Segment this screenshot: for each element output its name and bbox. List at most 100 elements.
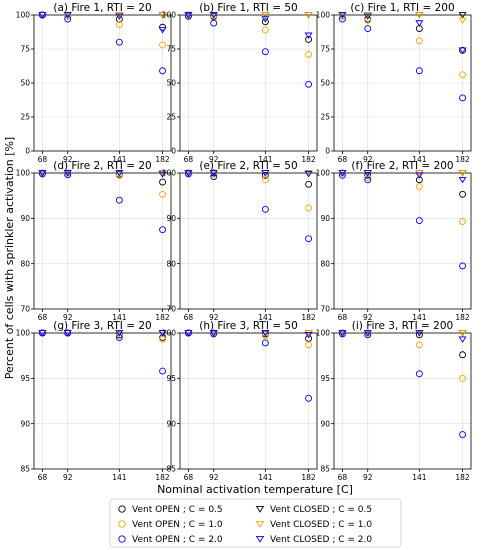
plot-area bbox=[334, 333, 471, 469]
panel-title: (f) Fire 2, RTI = 200 bbox=[351, 160, 453, 172]
data-point-open bbox=[159, 41, 167, 49]
panel-6: (f) Fire 2, RTI = 200 70 80 90 100 68 92 141 182 bbox=[316, 160, 472, 322]
plot-area bbox=[34, 333, 171, 469]
panel-title: (h) Fire 3, RTI = 50 bbox=[199, 320, 298, 332]
data-point-open bbox=[364, 174, 372, 181]
axes-frame bbox=[333, 172, 472, 310]
panel-title: (e) Fire 2, RTI = 50 bbox=[199, 160, 297, 172]
data-point-closed bbox=[115, 170, 124, 177]
y-tick-label: 100 bbox=[316, 329, 331, 338]
data-point-open bbox=[305, 235, 313, 243]
x-tick-label: 92 bbox=[209, 473, 219, 482]
data-point-closed bbox=[261, 170, 270, 177]
x-tick-label: 92 bbox=[363, 473, 373, 482]
y-tick-label: 100 bbox=[16, 11, 31, 20]
data-point-closed bbox=[63, 170, 72, 177]
data-point-open bbox=[305, 180, 313, 188]
legend-label: Vent OPEN ; C = 2.0 bbox=[132, 535, 223, 545]
x-tick-label: 92 bbox=[63, 473, 73, 482]
legend-label: Vent OPEN ; C = 0.5 bbox=[132, 505, 223, 515]
data-point-closed bbox=[209, 330, 218, 337]
data-point-closed bbox=[458, 12, 467, 19]
data-point-open bbox=[210, 170, 218, 178]
y-tick-label: 100 bbox=[162, 11, 177, 20]
legend-marker-open bbox=[118, 535, 126, 543]
y-tick-label: 0 bbox=[25, 147, 30, 156]
data-point-closed bbox=[338, 170, 347, 177]
data-point-open bbox=[415, 183, 423, 191]
data-point-open bbox=[261, 171, 269, 179]
legend-marker-closed bbox=[255, 536, 265, 543]
data-point-closed bbox=[261, 16, 270, 23]
x-tick-label: 141 bbox=[412, 155, 427, 164]
data-point-open bbox=[210, 19, 218, 27]
data-point-closed bbox=[304, 330, 313, 337]
data-point-open bbox=[415, 37, 423, 45]
legend-label: Vent CLOSED ; C = 1.0 bbox=[270, 520, 372, 530]
data-point-open bbox=[305, 394, 313, 402]
data-point-closed bbox=[63, 12, 72, 19]
x-tick-label: 182 bbox=[301, 313, 316, 322]
y-tick-label: 90 bbox=[20, 214, 30, 223]
panel-9: (i) Fire 3, RTI = 200 85 90 95 100 68 92 141 182 bbox=[316, 320, 472, 482]
panel-title: (i) Fire 3, RTI = 200 bbox=[352, 320, 453, 332]
x-tick-label: 141 bbox=[112, 313, 127, 322]
data-point-open bbox=[415, 217, 423, 225]
data-point-closed bbox=[458, 17, 467, 25]
x-tick-label: 141 bbox=[258, 155, 273, 164]
data-point-open bbox=[415, 341, 423, 349]
data-point-closed bbox=[261, 12, 270, 19]
figure-ylabel: Percent of cells with sprinkler activati… bbox=[3, 137, 16, 379]
axes-frame bbox=[179, 332, 318, 470]
panel-title: (b) Fire 1, RTI = 50 bbox=[199, 2, 298, 14]
legend: Vent OPEN ; C = 0.5 Vent CLOSED ; C = 0.5… bbox=[109, 498, 402, 548]
data-point-open bbox=[364, 331, 372, 339]
x-tick-label: 68 bbox=[184, 313, 194, 322]
data-point-open bbox=[459, 190, 467, 198]
y-tick-label: 75 bbox=[20, 45, 30, 54]
data-point-open bbox=[305, 341, 313, 349]
x-tick-label: 68 bbox=[38, 473, 48, 482]
panel-title: (a) Fire 1, RTI = 20 bbox=[53, 2, 151, 14]
data-point-closed bbox=[115, 13, 124, 20]
data-point-open bbox=[338, 12, 346, 20]
data-point-closed bbox=[415, 172, 424, 179]
data-point-closed bbox=[115, 12, 124, 19]
y-tick-label: 50 bbox=[320, 79, 330, 88]
data-point-closed bbox=[38, 12, 47, 19]
legend-marker-open bbox=[118, 520, 126, 528]
y-tick-label: 100 bbox=[162, 169, 177, 178]
legend-label: Vent OPEN ; C = 1.0 bbox=[132, 520, 223, 530]
x-tick-label: 182 bbox=[301, 155, 316, 164]
x-tick-label: 68 bbox=[338, 473, 348, 482]
data-point-open bbox=[459, 374, 467, 382]
data-point-closed bbox=[458, 176, 467, 184]
data-point-closed bbox=[158, 170, 167, 177]
subplot-grid: (a) Fire 1, RTI = 20 0 25 50 75 100 68 92 141 182… bbox=[16, 2, 472, 482]
y-tick-label: 90 bbox=[166, 419, 176, 428]
panel-4: (d) Fire 2, RTI = 20 70 80 90 100 68 92 141 182 bbox=[16, 160, 172, 322]
data-point-open bbox=[159, 190, 167, 198]
data-point-open bbox=[261, 26, 269, 34]
x-tick-label: 92 bbox=[63, 313, 73, 322]
data-point-closed bbox=[209, 12, 218, 19]
data-point-closed bbox=[158, 171, 167, 178]
plot-area bbox=[34, 173, 171, 309]
data-point-open bbox=[159, 334, 167, 341]
legend-marker-open bbox=[118, 505, 126, 513]
panel-title: (d) Fire 2, RTI = 20 bbox=[53, 160, 152, 172]
panel-2: (b) Fire 1, RTI = 50 0 25 50 75 100 68 92 141 182 bbox=[162, 2, 318, 164]
y-tick-label: 100 bbox=[16, 329, 31, 338]
legend-label: Vent CLOSED ; C = 0.5 bbox=[270, 505, 372, 515]
y-tick-label: 95 bbox=[320, 374, 330, 383]
data-point-open bbox=[415, 331, 423, 339]
y-tick-label: 100 bbox=[16, 169, 31, 178]
x-tick-label: 182 bbox=[455, 155, 470, 164]
panel-title: (c) Fire 1, RTI = 200 bbox=[350, 2, 454, 14]
axes-frame bbox=[179, 172, 318, 310]
data-point-closed bbox=[38, 170, 47, 177]
data-point-closed bbox=[304, 32, 313, 39]
y-tick-label: 80 bbox=[320, 259, 330, 268]
data-point-closed bbox=[38, 330, 47, 337]
x-tick-label: 68 bbox=[338, 155, 348, 164]
